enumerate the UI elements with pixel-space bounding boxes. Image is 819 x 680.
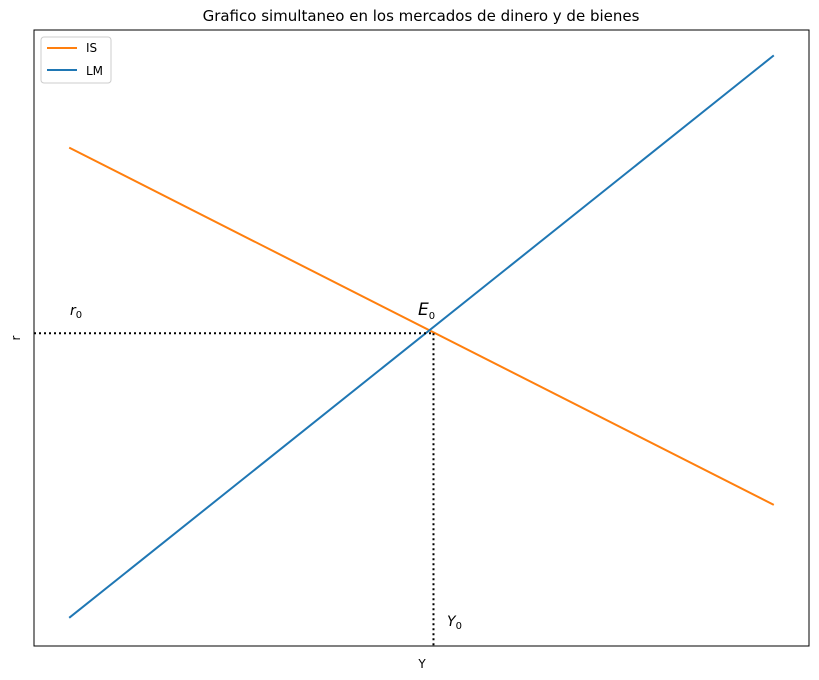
r0-label-sub: 0: [76, 310, 82, 321]
y0-label-sub: 0: [456, 621, 462, 632]
r0-label-base: r: [70, 303, 77, 319]
legend-label-is: IS: [86, 41, 97, 55]
equilibrium-label: E0: [418, 300, 435, 322]
reference-lines: [34, 332, 435, 646]
series-line-is: [68, 146, 775, 506]
legend: IS LM: [40, 36, 112, 84]
y0-label-base: Y: [447, 614, 457, 630]
y0-label: Y0: [447, 614, 462, 632]
series-layer: [68, 54, 775, 619]
plot-area: [33, 29, 810, 647]
equilibrium-label-base: E: [418, 300, 429, 320]
chart-title: Grafico simultaneo en los mercados de di…: [203, 7, 640, 25]
y-axis-label: r: [9, 335, 23, 340]
r0-label: r0: [70, 303, 82, 321]
legend-label-lm: LM: [86, 64, 103, 78]
x-axis-label: Y: [417, 657, 426, 671]
equilibrium-label-sub: 0: [429, 311, 435, 322]
series-line-lm: [68, 54, 775, 619]
